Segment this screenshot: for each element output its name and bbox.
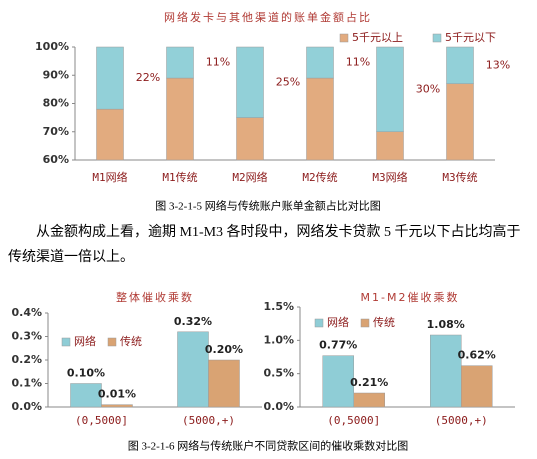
legend-label: 传统 bbox=[373, 316, 395, 329]
x-tick-label: M1传统 bbox=[162, 171, 197, 184]
value-label: 0.62% bbox=[458, 349, 496, 362]
legend-label: 5千元以上 bbox=[352, 31, 403, 44]
value-label: 1.08% bbox=[427, 318, 465, 331]
value-label: 22% bbox=[136, 71, 160, 84]
value-label: 13% bbox=[486, 58, 510, 71]
y-tick-label: 0.2% bbox=[11, 353, 42, 366]
caption: 图 3-2-1-6 网络与传统账户不同贷款区间的催收乘数对比图 bbox=[128, 439, 409, 453]
bar bbox=[306, 77, 334, 161]
paragraph: 从金额构成上看，逾期 M1-M3 各时段中，网络发卡贷款 5 千元以下占比均高于… bbox=[8, 225, 521, 265]
y-tick-label: 1.0% bbox=[263, 333, 294, 346]
legend-swatch bbox=[360, 318, 370, 328]
y-tick-label: 0.3% bbox=[11, 330, 42, 343]
y-tick-label: 100% bbox=[35, 40, 69, 53]
bar bbox=[166, 77, 194, 161]
chart-title: 网络发卡与其他渠道的账单金额占比 bbox=[164, 10, 372, 24]
value-label: 0.20% bbox=[205, 343, 243, 356]
value-label: 0.10% bbox=[67, 367, 105, 380]
value-label: 0.21% bbox=[350, 376, 388, 389]
y-tick-label: 1.5% bbox=[263, 300, 294, 313]
x-tick-label: M3传统 bbox=[442, 171, 477, 184]
value-label: 0.32% bbox=[174, 315, 212, 328]
y-tick-label: 0.0% bbox=[11, 400, 42, 413]
bar bbox=[96, 108, 124, 161]
x-tick-label: (5000,+) bbox=[435, 414, 488, 427]
y-tick-label: 90% bbox=[43, 68, 69, 81]
chart-title: M1-M2催收乘数 bbox=[361, 290, 460, 304]
bar bbox=[430, 334, 462, 408]
x-tick-label: (5000,+) bbox=[182, 414, 235, 427]
y-tick-label: 0.5% bbox=[263, 367, 294, 380]
x-tick-label: M1网络 bbox=[92, 170, 127, 184]
legend-swatch bbox=[107, 337, 117, 347]
x-tick-label: M2传统 bbox=[302, 171, 337, 184]
chart-title: 整体催收乘数 bbox=[116, 290, 194, 304]
bar bbox=[96, 46, 124, 110]
bar bbox=[177, 331, 209, 408]
y-tick-label: 60% bbox=[43, 153, 69, 166]
bar bbox=[322, 355, 354, 408]
y-tick-label: 0.1% bbox=[11, 377, 42, 390]
legend-swatch bbox=[432, 33, 442, 43]
bar bbox=[70, 383, 102, 408]
bar bbox=[236, 46, 264, 118]
legend-swatch bbox=[339, 33, 349, 43]
bar bbox=[461, 365, 493, 408]
bar bbox=[306, 46, 334, 79]
caption: 图 3-2-1-5 网络与传统账户账单金额占比对比图 bbox=[155, 199, 381, 213]
y-tick-label: 80% bbox=[43, 97, 69, 110]
value-label: 25% bbox=[276, 75, 300, 88]
legend-label: 网络 bbox=[74, 334, 96, 348]
value-label: 11% bbox=[346, 56, 370, 69]
legend-swatch bbox=[314, 318, 324, 328]
value-label: 0.01% bbox=[98, 388, 136, 401]
x-tick-label: M2网络 bbox=[232, 170, 267, 184]
bar bbox=[236, 117, 264, 161]
bar bbox=[353, 392, 385, 408]
x-tick-label: (0,5000] bbox=[327, 414, 380, 427]
bar bbox=[446, 83, 474, 161]
x-tick-label: M3网络 bbox=[372, 170, 407, 184]
legend-label: 传统 bbox=[120, 335, 142, 348]
y-tick-label: 70% bbox=[43, 125, 69, 138]
x-tick-label: (0,5000] bbox=[75, 414, 128, 427]
bar bbox=[446, 46, 474, 84]
value-label: 0.77% bbox=[319, 339, 357, 352]
bar bbox=[166, 46, 194, 79]
legend-swatch bbox=[61, 337, 71, 347]
bar bbox=[376, 46, 404, 132]
y-tick-label: 0.4% bbox=[11, 306, 42, 319]
bar bbox=[208, 359, 240, 408]
bar bbox=[376, 131, 404, 161]
value-label: 30% bbox=[416, 82, 440, 95]
legend-label: 5千元以下 bbox=[445, 31, 496, 44]
bar bbox=[101, 404, 133, 408]
legend-label: 网络 bbox=[327, 315, 349, 329]
y-tick-label: 0.0% bbox=[263, 400, 294, 413]
value-label: 11% bbox=[206, 56, 230, 69]
